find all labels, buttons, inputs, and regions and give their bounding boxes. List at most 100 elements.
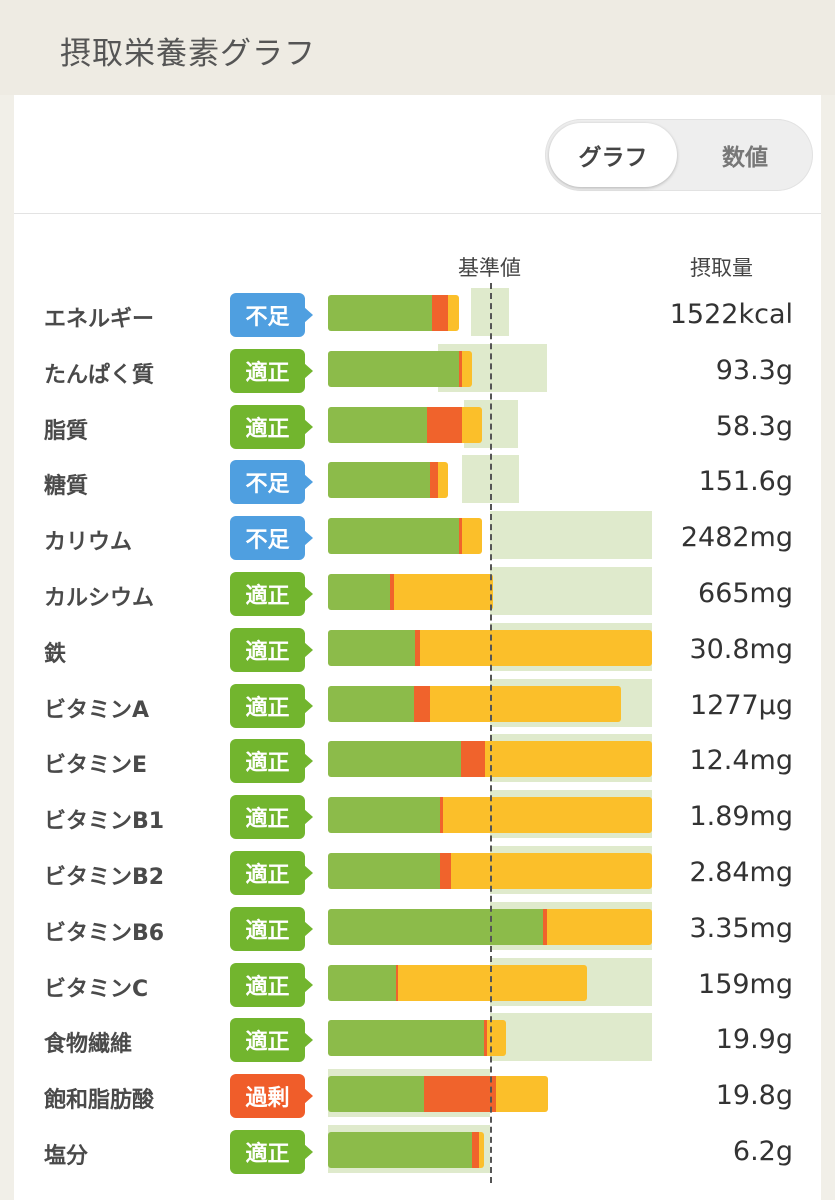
nutrient-row: ビタミンB2 適正 2.84mg	[14, 846, 821, 907]
intake-bar	[328, 1076, 549, 1113]
intake-value: 12.4mg	[689, 745, 793, 777]
intake-bar	[328, 462, 448, 499]
bar-segment	[423, 1076, 497, 1113]
intake-value: 1.89mg	[689, 801, 793, 833]
bar-segment	[462, 518, 482, 555]
bar-segment	[439, 797, 443, 834]
bar-segment	[328, 629, 416, 666]
nutrient-name: 飽和脂肪酸	[44, 1088, 155, 1114]
status-badge: 適正	[230, 795, 313, 840]
bar-segment	[430, 462, 439, 499]
nutrient-row: ビタミンA 適正 1277μg	[14, 678, 821, 740]
nutrient-row: ビタミンB6 適正 3.35mg	[14, 901, 821, 963]
value-tab[interactable]: 数値	[722, 145, 768, 171]
nutrient-row: カルシウム 適正 665mg	[14, 567, 821, 628]
status-badge: 適正	[230, 1130, 313, 1174]
divider	[14, 213, 821, 214]
bar-segment	[328, 1076, 424, 1113]
intake-column-header: 摂取量	[690, 256, 753, 280]
intake-bar	[328, 1132, 484, 1168]
bar-segment	[485, 741, 652, 778]
nutrient-name: ビタミンB2	[44, 865, 165, 890]
bar-segment	[328, 853, 440, 889]
bar-segment	[451, 853, 652, 889]
intake-value: 665mg	[698, 578, 793, 609]
view-toggle[interactable]: グラフ 数値	[545, 119, 813, 191]
status-badge: 不足	[230, 460, 313, 505]
bar-segment	[462, 406, 482, 443]
bar-segment	[431, 295, 448, 331]
nutrient-row: 鉄 適正 30.8mg	[14, 622, 821, 684]
intake-bar	[328, 853, 652, 889]
bar-segment	[478, 1132, 484, 1168]
status-badge: 適正	[230, 404, 313, 449]
intake-value: 1522kcal	[669, 299, 793, 330]
intake-value: 2.84mg	[689, 857, 793, 888]
intake-value: 30.8mg	[689, 633, 793, 665]
bar-segment	[328, 964, 397, 1001]
reference-line	[490, 283, 492, 1183]
intake-bar	[328, 295, 460, 331]
bar-segment	[397, 964, 588, 1001]
intake-value: 2482mg	[680, 522, 793, 554]
bar-segment	[447, 295, 460, 331]
status-badge: 適正	[230, 962, 313, 1007]
nutrient-name: 脂質	[44, 418, 89, 444]
bar-segment	[460, 741, 486, 778]
status-badge: 適正	[230, 683, 313, 728]
nutrient-row: 塩分 適正 6.2g	[14, 1125, 821, 1186]
bar-segment	[430, 685, 622, 722]
graph-tab[interactable]: グラフ	[549, 123, 677, 187]
intake-bar	[328, 741, 652, 778]
nutrient-name: ビタミンB6	[44, 920, 165, 946]
bar-segment	[328, 685, 414, 722]
bar-segment	[459, 350, 463, 387]
status-badge: 不足	[230, 293, 313, 337]
bar-segment	[496, 1076, 549, 1113]
nutrient-row: カリウム 不足 2482mg	[14, 511, 821, 572]
nutrient-name: ビタミンB1	[44, 809, 165, 835]
nutrient-row: ビタミンC 適正 159mg	[14, 957, 821, 1019]
nutrient-row: 食物繊維 適正 19.9g	[14, 1013, 821, 1074]
intake-bar	[328, 574, 494, 610]
nutrient-row: 脂質 適正 58.3g	[14, 399, 821, 461]
bar-segment	[328, 518, 460, 555]
reference-range	[470, 288, 510, 336]
status-badge: 適正	[230, 572, 313, 616]
bar-segment	[459, 518, 463, 555]
status-badge: 不足	[230, 516, 313, 561]
nutrient-name: 食物繊維	[44, 1032, 133, 1058]
intake-value: 159mg	[698, 968, 793, 1000]
intake-value: 93.3g	[715, 354, 793, 386]
bar-segment	[328, 741, 461, 778]
intake-value: 19.8g	[715, 1080, 793, 1112]
bar-segment	[328, 1132, 473, 1168]
intake-value: 6.2g	[732, 1136, 793, 1167]
bar-segment	[394, 574, 494, 610]
bar-segment	[438, 462, 448, 499]
bar-segment	[389, 574, 395, 610]
page-title: 摂取栄養素グラフ	[60, 36, 316, 72]
bar-segment	[328, 797, 440, 834]
bar-segment	[328, 462, 431, 499]
bar-segment	[328, 1020, 484, 1057]
nutrient-row: エネルギー 不足 1522kcal	[14, 288, 821, 349]
reference-range	[490, 567, 652, 615]
nutrient-name: 塩分	[44, 1144, 89, 1169]
nutrient-card: グラフ 数値 基準値 摂取量 エネルギー 不足 1522kcal たんぱく質 適正 93.…	[14, 95, 821, 1200]
reference-column-header: 基準値	[458, 256, 521, 280]
status-badge: 適正	[230, 739, 313, 784]
status-badge: 適正	[230, 348, 313, 393]
intake-bar	[328, 406, 482, 443]
nutrient-name: カリウム	[44, 530, 133, 556]
intake-bar	[328, 1020, 507, 1057]
reference-range	[490, 511, 652, 560]
bar-segment	[328, 908, 544, 945]
status-badge: 適正	[230, 627, 313, 672]
nutrient-name: ビタミンE	[44, 753, 148, 779]
intake-bar	[328, 685, 622, 722]
intake-bar	[328, 908, 652, 945]
reference-range	[490, 1013, 652, 1062]
status-badge: 過剰	[230, 1074, 313, 1119]
bar-segment	[396, 964, 398, 1001]
